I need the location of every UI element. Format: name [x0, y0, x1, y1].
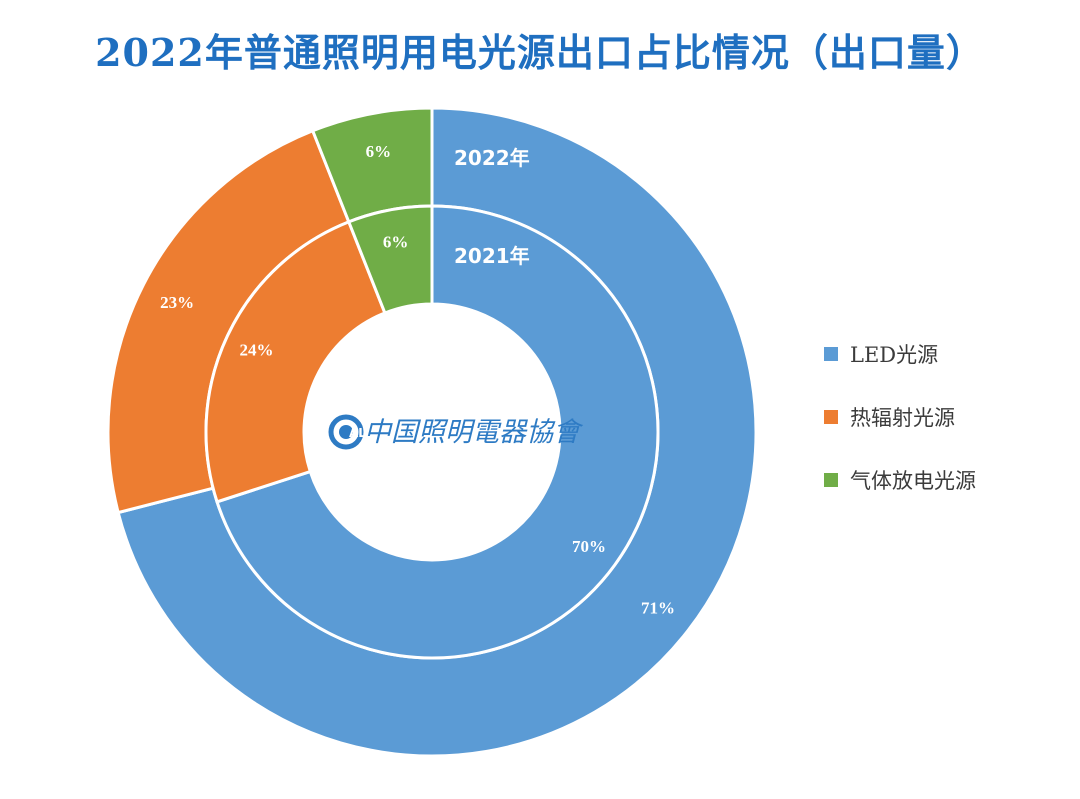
inner-ring-slice-thermal [204, 219, 387, 504]
chart-title: 2022年普通照明用电光源出口占比情况（出口量） [95, 30, 985, 75]
legend: LED光源热辐射光源气体放电光源 [824, 338, 1054, 527]
legend-label-gas: 气体放电光源 [850, 469, 976, 493]
logo-mark-ring [328, 414, 364, 450]
legend-item-thermal: 热辐射光源 [824, 401, 1054, 433]
legend-swatch-led [824, 347, 838, 361]
legend-label-thermal: 热辐射光源 [850, 406, 955, 430]
legend-label-led: LED光源 [850, 343, 939, 367]
inner-ring-year-label: 2021年 [454, 244, 530, 268]
logo-mark-letters: ALI [349, 426, 370, 440]
outer-ring-label-gas: 6% [366, 142, 392, 161]
donut-labels: 71% 23% 6% 2022年 70% 24% 6% 2021年 [160, 142, 675, 617]
donut-arcs [106, 106, 758, 758]
inner-ring-label-thermal: 24% [239, 340, 273, 359]
inner-ring-slice-gas [346, 204, 434, 315]
outer-ring-label-thermal: 23% [160, 293, 194, 312]
inner-ring-label-gas: 6% [383, 232, 409, 251]
logo-mark-dot [339, 425, 353, 439]
outer-ring-year-label: 2022年 [454, 146, 530, 170]
logo-text: 中国照明電器協會 [364, 417, 584, 448]
inner-ring-slice-led [215, 204, 660, 660]
association-logo: ALI 中国照明電器協會 [328, 414, 584, 450]
legend-swatch-thermal [824, 410, 838, 424]
legend-swatch-gas [824, 473, 838, 487]
outer-ring-label-led: 71% [641, 598, 675, 617]
legend-item-gas: 气体放电光源 [824, 464, 1054, 496]
legend-item-led: LED光源 [824, 338, 1054, 370]
inner-ring-label-led: 70% [572, 537, 606, 556]
